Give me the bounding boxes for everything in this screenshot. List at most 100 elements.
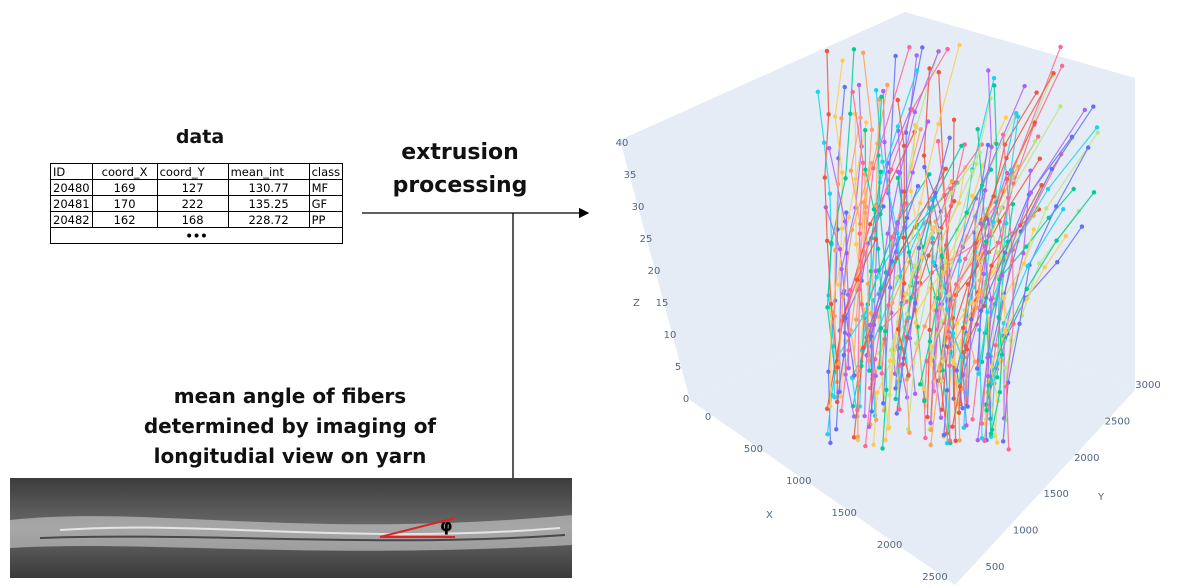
- fiber-node: [954, 368, 959, 373]
- fiber-node: [881, 204, 886, 209]
- fiber-node: [1017, 321, 1022, 327]
- fiber-node: [959, 354, 964, 360]
- fiber-node: [902, 189, 907, 194]
- fiber-trace: [826, 49, 855, 372]
- fiber-node: [1004, 221, 1009, 226]
- fiber-node: [921, 153, 927, 158]
- fiber-node: [1024, 244, 1029, 249]
- fiber-node: [881, 401, 886, 406]
- fiber-node: [993, 343, 998, 348]
- fiber-node: [862, 413, 867, 419]
- fiber-node: [1016, 164, 1021, 169]
- fiber-node: [927, 172, 932, 177]
- fiber-node: [957, 438, 962, 443]
- yarn-fiber: [39, 534, 566, 542]
- fiber-node: [950, 330, 956, 336]
- fiber-node: [978, 308, 984, 313]
- fiber-node: [848, 111, 853, 117]
- fiber-node: [857, 231, 862, 236]
- fiber-node: [839, 266, 844, 272]
- fiber-node: [951, 117, 957, 123]
- fiber-node: [1059, 63, 1065, 69]
- fiber-node: [904, 318, 909, 324]
- fiber-trace: [978, 113, 1017, 439]
- fiber-node: [951, 198, 957, 204]
- fiber-node: [839, 408, 844, 413]
- fiber-node: [976, 371, 981, 376]
- fiber-node: [1091, 190, 1097, 195]
- fiber-node: [867, 322, 873, 328]
- y-tick-label: 1500: [1043, 489, 1068, 500]
- fiber-node: [998, 206, 1004, 211]
- fiber-node: [846, 214, 852, 220]
- fiber-node: [912, 301, 918, 306]
- fiber-node: [869, 127, 875, 133]
- fiber-node: [906, 373, 911, 378]
- fiber-node: [825, 305, 830, 310]
- caption-line: mean angle of fibers: [173, 384, 407, 408]
- fiber-node: [989, 263, 994, 268]
- fiber-node: [936, 139, 941, 144]
- fiber-node: [1005, 239, 1010, 245]
- fiber-node: [1049, 166, 1054, 172]
- z-axis-title: Z: [633, 298, 640, 309]
- fiber-node: [874, 417, 879, 423]
- fiber-node: [853, 242, 859, 247]
- fiber-node: [988, 364, 994, 369]
- fiber-node: [889, 235, 895, 240]
- fiber-node: [956, 410, 962, 415]
- fiber-node: [950, 424, 955, 429]
- fiber-node: [877, 180, 883, 185]
- fiber-node: [944, 440, 950, 446]
- yarn-fiber: [59, 526, 561, 536]
- fiber-node: [1055, 259, 1060, 265]
- fiber-node: [882, 337, 887, 342]
- fiber-node: [1071, 186, 1076, 192]
- pane: [690, 300, 1135, 585]
- fiber-trace: [896, 137, 951, 414]
- fiber-node: [844, 210, 849, 215]
- fiber-node: [895, 97, 900, 103]
- fiber-node: [863, 443, 868, 449]
- fiber-node: [836, 361, 842, 366]
- fiber-node: [929, 348, 935, 354]
- fiber-node: [930, 236, 936, 241]
- fiber-node: [901, 235, 906, 240]
- fiber-node: [846, 348, 851, 353]
- fiber-node: [864, 353, 869, 358]
- fiber-node: [995, 250, 1000, 256]
- fiber-node: [825, 432, 830, 437]
- fiber-node: [1045, 186, 1051, 192]
- fiber-node: [946, 293, 951, 298]
- cell: PP: [308, 211, 344, 228]
- fiber-node: [835, 182, 841, 187]
- fiber-node: [938, 415, 944, 420]
- fiber-node: [969, 193, 975, 199]
- fiber-node: [873, 373, 878, 379]
- fiber-node: [871, 166, 876, 171]
- fiber-node: [1042, 265, 1047, 270]
- fiber-node: [956, 200, 962, 206]
- fiber-node: [886, 303, 891, 308]
- fiber-node: [887, 358, 893, 364]
- fiber-node: [841, 352, 847, 358]
- fiber-node: [854, 317, 859, 322]
- x-tick-label: 2500: [922, 572, 947, 583]
- fiber-node: [985, 309, 990, 315]
- fiber-node: [1034, 90, 1039, 95]
- fiber-node: [955, 320, 960, 326]
- fiber-node: [908, 188, 913, 194]
- fiber-node: [871, 442, 876, 447]
- fiber-node: [1003, 330, 1009, 335]
- fiber-node: [918, 127, 923, 132]
- fiber-node: [824, 48, 830, 54]
- fiber-node: [917, 382, 923, 387]
- fiber-node: [1094, 125, 1100, 130]
- fiber-node: [874, 275, 879, 280]
- fiber-node: [848, 168, 854, 173]
- ellipsis: •••: [49, 227, 344, 244]
- fiber-node: [826, 145, 832, 151]
- fiber-trace: [931, 230, 946, 382]
- fiber-node: [866, 358, 871, 364]
